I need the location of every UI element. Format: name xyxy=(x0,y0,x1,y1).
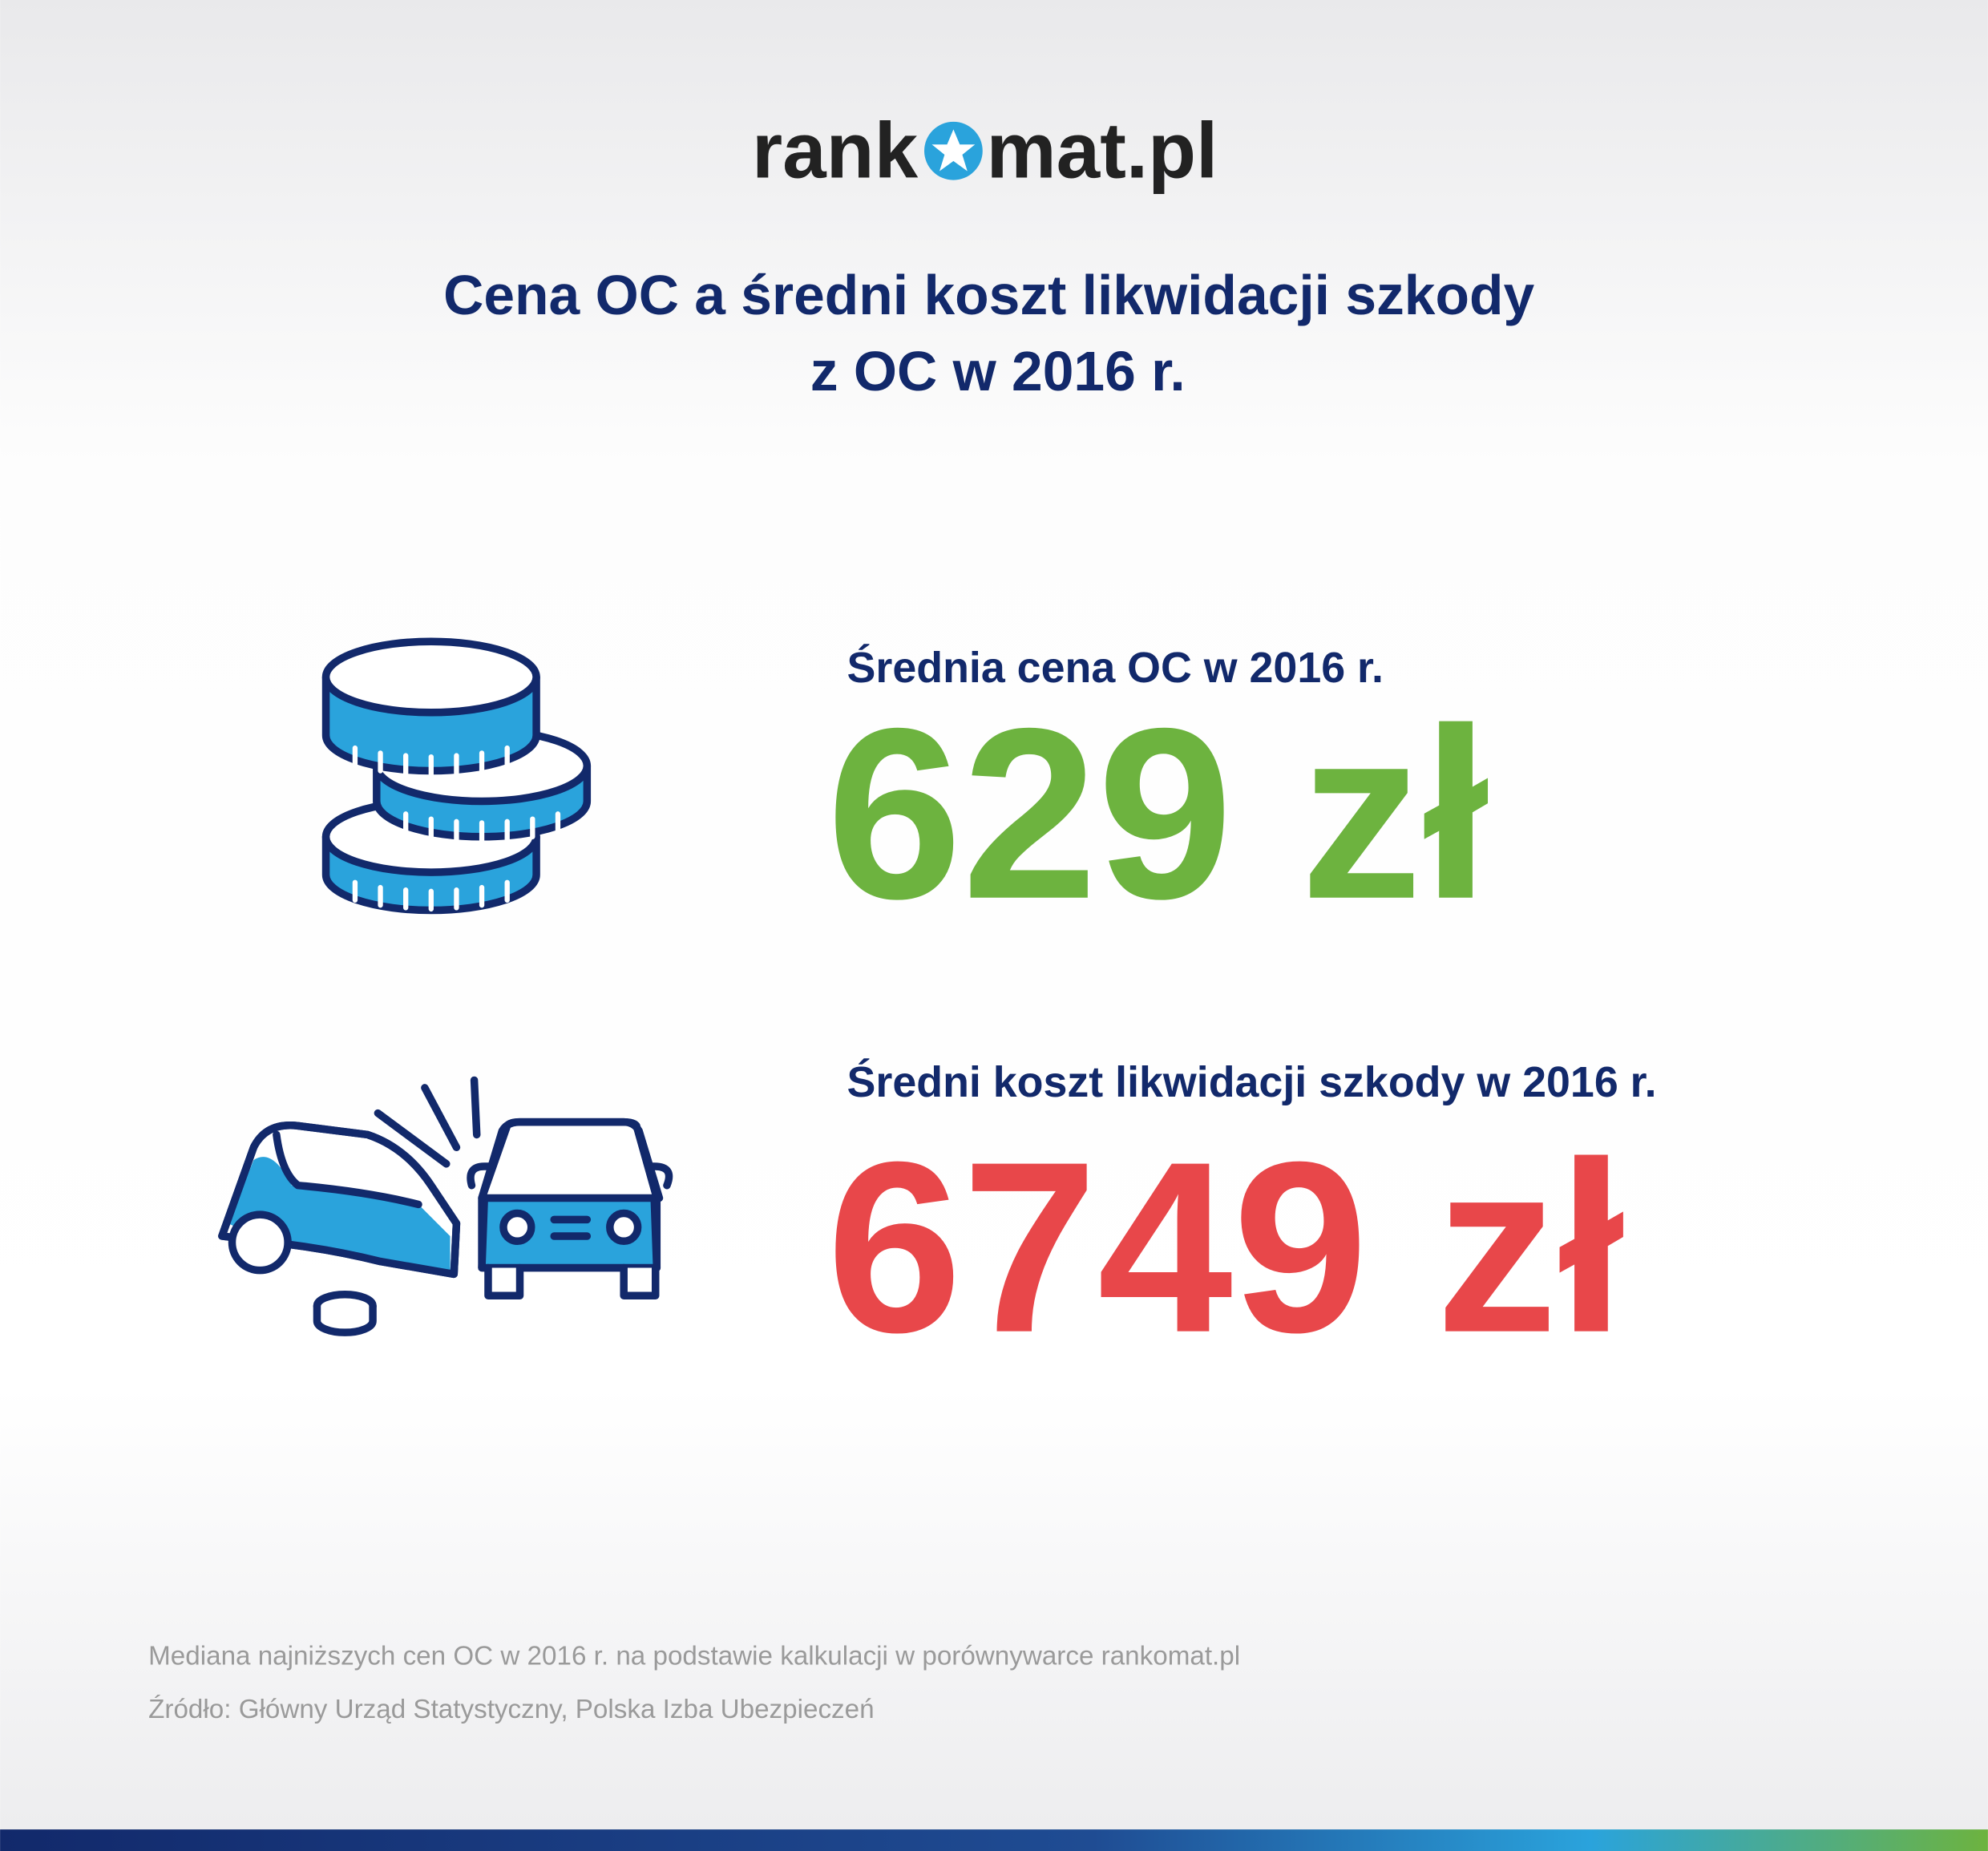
icon-part xyxy=(374,1076,481,1168)
icon-part xyxy=(352,745,561,912)
icon-part xyxy=(484,1263,660,1300)
footnote: Mediana najniższych cen OC w 2016 r. na … xyxy=(148,1642,1240,1671)
icon-part xyxy=(352,879,510,912)
crash-icon xyxy=(218,1076,673,1336)
icon-part xyxy=(228,1210,292,1275)
logo-star xyxy=(931,129,976,172)
icon-part xyxy=(403,811,561,843)
icon-part xyxy=(606,1209,642,1246)
icon-part xyxy=(550,1215,592,1240)
icon-part xyxy=(499,1209,535,1246)
icon-part xyxy=(313,1302,377,1336)
icon-part xyxy=(218,1122,461,1279)
icon-part xyxy=(352,745,510,778)
logo-text: mat.pl xyxy=(987,106,1218,194)
icon-part xyxy=(321,637,540,717)
icon-part xyxy=(273,1130,422,1209)
title: z OC w 2016 r. xyxy=(810,340,1186,402)
logo-text: rank xyxy=(752,106,919,194)
coins-icon xyxy=(321,637,592,915)
title: Cena OC a średni koszt likwidacji szkody xyxy=(443,264,1534,326)
stat-value: 6749 zł xyxy=(826,1112,1626,1384)
icon-part xyxy=(467,1162,673,1190)
stat-label: Średni koszt likwidacji szkody w 2016 r. xyxy=(847,1058,1657,1106)
icon-part xyxy=(478,1117,664,1202)
stat-value: 629 zł xyxy=(826,678,1490,950)
bottom-bar xyxy=(0,1829,1988,1851)
logo: rank mat.pl xyxy=(752,106,1218,194)
stat-label: Średnia cena OC w 2016 r. xyxy=(847,644,1384,692)
footnote: Źródło: Główny Urząd Statystyczny, Polsk… xyxy=(148,1695,874,1724)
